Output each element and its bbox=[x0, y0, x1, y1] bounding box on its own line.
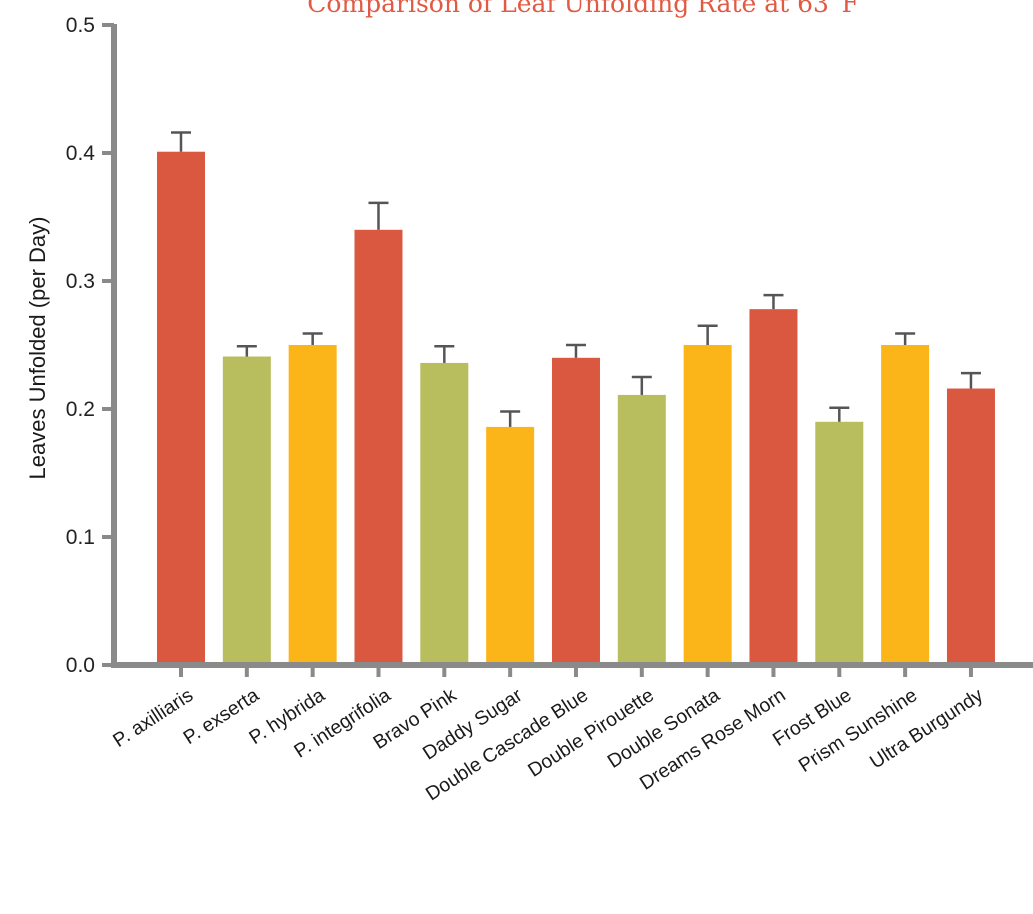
y-tick-label: 0.3 bbox=[66, 270, 95, 293]
bar bbox=[354, 229, 403, 666]
x-tick-label: P. axilliaris bbox=[109, 684, 197, 752]
bar bbox=[288, 345, 337, 665]
bar bbox=[222, 356, 271, 665]
bar bbox=[486, 426, 535, 665]
y-tick-label: 0.5 bbox=[66, 14, 95, 37]
y-tick-label: 0.4 bbox=[66, 142, 96, 165]
bar bbox=[815, 421, 864, 665]
bar bbox=[157, 151, 205, 666]
y-tick-label: 0.1 bbox=[66, 526, 95, 549]
bar bbox=[881, 345, 930, 665]
y-tick-label: 0.0 bbox=[66, 654, 95, 677]
bar bbox=[617, 394, 666, 665]
y-axis-label: Leaves Unfolded (per Day) bbox=[25, 217, 50, 480]
bar bbox=[420, 362, 469, 665]
chart-title: Comparison of Leaf Unfolding Rate at 63˚… bbox=[307, 0, 859, 18]
bar bbox=[683, 345, 732, 665]
bar bbox=[749, 309, 798, 665]
x-tick-label: Ultra Burgundy bbox=[866, 684, 987, 773]
bar bbox=[551, 357, 600, 665]
bar bbox=[946, 388, 995, 665]
y-tick-label: 0.2 bbox=[66, 398, 95, 421]
